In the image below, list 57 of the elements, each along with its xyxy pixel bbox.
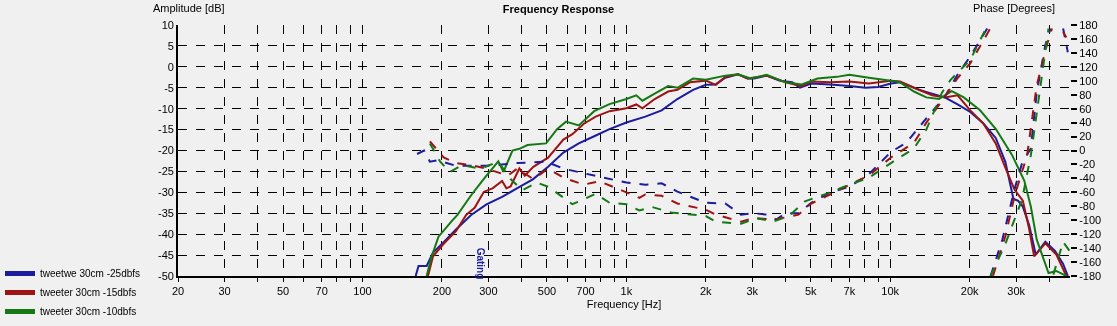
y2-tick-label: 140 [1079, 46, 1098, 59]
y-axis-title: Amplitude [dB] [153, 2, 225, 14]
y-tick-label: 5 [167, 39, 174, 52]
x-tick-label: 20k [960, 285, 980, 298]
x-tick-label: 1k [620, 285, 633, 298]
y-tick-label: -25 [158, 165, 174, 178]
y2-tick-label: 80 [1079, 88, 1092, 101]
y2-tick-label: -40 [1079, 172, 1096, 185]
x-tick-label: 10k [881, 285, 900, 298]
x-tick-label: 5k [805, 285, 818, 298]
chart-title: Frequency Response [502, 2, 615, 15]
y2-tick-label: -120 [1079, 228, 1102, 241]
y2-tick-label: 160 [1079, 32, 1098, 45]
y-tick-label: -50 [158, 269, 174, 282]
y2-tick-label: 40 [1079, 116, 1092, 129]
y-tick-label: -15 [158, 123, 174, 136]
y2-tick-label: -140 [1079, 241, 1102, 254]
legend-label: tweetwe 30cm -25dbfs [40, 268, 141, 280]
legend-label: tweeter 30cm -10dbfs [40, 306, 137, 318]
y2-tick-label: 0 [1079, 144, 1086, 157]
y2-axis-title: Phase [Degrees] [973, 2, 1055, 14]
x-axis-title: Frequency [Hz] [586, 297, 662, 310]
x-tick-label: 30 [218, 285, 231, 298]
legend-label: tweeter 30cm -15dbfs [40, 287, 137, 299]
x-tick-label: 300 [479, 285, 498, 298]
x-tick-label: 700 [576, 285, 595, 298]
y-tick-label: -35 [158, 207, 174, 220]
y2-tick-label: -60 [1079, 186, 1096, 199]
y-tick-label: -40 [158, 228, 174, 241]
y2-tick-label: -160 [1079, 255, 1102, 268]
y2-tick-label: -100 [1079, 214, 1102, 227]
x-tick-label: 70 [315, 285, 328, 298]
y-tick-label: -20 [158, 144, 174, 157]
annotation: Gating [475, 247, 487, 280]
y2-tick-label: 180 [1079, 18, 1098, 31]
x-tick-label: 30k [1007, 285, 1026, 298]
y-tick-label: 0 [167, 60, 174, 73]
x-tick-label: 2k [700, 285, 713, 298]
x-tick-label: 7k [843, 285, 856, 298]
x-tick-label: 100 [353, 285, 372, 298]
x-tick-label: 3k [746, 285, 759, 298]
x-tick-label: 500 [537, 285, 557, 298]
y2-tick-label: -180 [1079, 269, 1102, 282]
y-tick-label: 10 [161, 18, 174, 31]
y2-tick-label: -80 [1079, 200, 1096, 213]
y-tick-label: -10 [158, 102, 174, 115]
x-tick-label: 50 [276, 285, 290, 298]
y2-tick-label: -20 [1079, 158, 1096, 171]
x-tick-label: 20 [171, 285, 185, 298]
y2-tick-label: 100 [1079, 74, 1098, 87]
y2-tick-label: 120 [1079, 60, 1098, 73]
y2-tick-label: 20 [1079, 130, 1092, 143]
x-tick-label: 200 [432, 285, 452, 298]
y2-tick-label: 60 [1079, 102, 1092, 115]
y-tick-label: -30 [158, 186, 174, 199]
y-tick-label: -45 [158, 248, 174, 261]
y-tick-label: -5 [164, 81, 174, 94]
